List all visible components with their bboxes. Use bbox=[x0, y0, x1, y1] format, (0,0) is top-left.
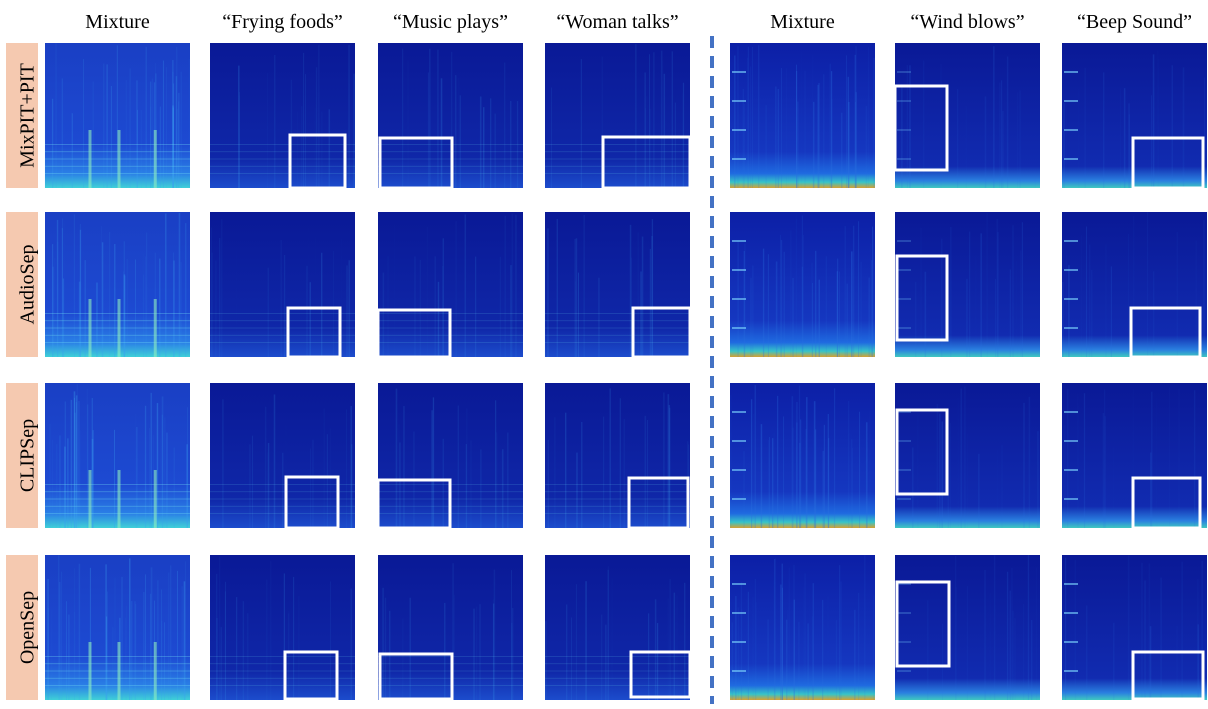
spectrogram bbox=[1062, 212, 1207, 357]
spectrogram-bg bbox=[730, 43, 875, 188]
spectrogram bbox=[545, 212, 690, 357]
spectrogram bbox=[545, 383, 690, 528]
column-header: Mixture bbox=[770, 11, 835, 33]
spectrogram-bg bbox=[730, 555, 875, 700]
spectrogram bbox=[210, 43, 355, 188]
spectrogram bbox=[545, 555, 690, 700]
onset bbox=[118, 642, 121, 700]
onset bbox=[89, 470, 92, 528]
onset bbox=[154, 470, 157, 528]
figure: Mixture “Frying foods” “Music plays” “Woman… bbox=[0, 0, 1208, 704]
spectrogram bbox=[895, 555, 1040, 700]
onset bbox=[154, 130, 157, 188]
column-header: “Music plays” bbox=[393, 11, 508, 33]
row-label: AudioSep bbox=[17, 245, 39, 325]
spectrogram bbox=[730, 43, 875, 188]
onset bbox=[118, 470, 121, 528]
spectrogram bbox=[545, 43, 690, 188]
column-header: “Beep Sound” bbox=[1077, 11, 1192, 33]
column-header: “Frying foods” bbox=[222, 11, 343, 33]
onset bbox=[154, 642, 157, 700]
column-header: “Woman talks” bbox=[556, 11, 678, 33]
onset bbox=[118, 299, 121, 357]
column-header: Mixture bbox=[85, 11, 150, 33]
spectrogram-bg bbox=[1062, 212, 1207, 357]
onset bbox=[154, 299, 157, 357]
spectrogram bbox=[45, 212, 190, 357]
onset bbox=[89, 299, 92, 357]
spectrogram bbox=[895, 212, 1040, 357]
onset bbox=[89, 642, 92, 700]
spectrogram bbox=[210, 555, 355, 700]
column-header: “Wind blows” bbox=[910, 11, 1024, 33]
row-label: CLIPSep bbox=[17, 419, 39, 492]
onset bbox=[118, 130, 121, 188]
spectrogram bbox=[210, 212, 355, 357]
onset bbox=[89, 130, 92, 188]
spectrogram bbox=[210, 383, 355, 528]
spectrogram bbox=[895, 383, 1040, 528]
page: Mixture “Frying foods” “Music plays” “Woman… bbox=[0, 0, 1208, 704]
spectrogram bbox=[45, 43, 190, 188]
row-label: MixPIT+PIT bbox=[17, 63, 39, 168]
row-label: OpenSep bbox=[17, 591, 39, 664]
spectrogram bbox=[730, 383, 875, 528]
spectrogram-bg bbox=[895, 43, 1040, 188]
spectrogram bbox=[895, 43, 1040, 188]
spectrogram bbox=[45, 383, 190, 528]
spectrogram bbox=[730, 555, 875, 700]
spectrogram bbox=[45, 555, 190, 700]
spectrogram bbox=[730, 212, 875, 357]
